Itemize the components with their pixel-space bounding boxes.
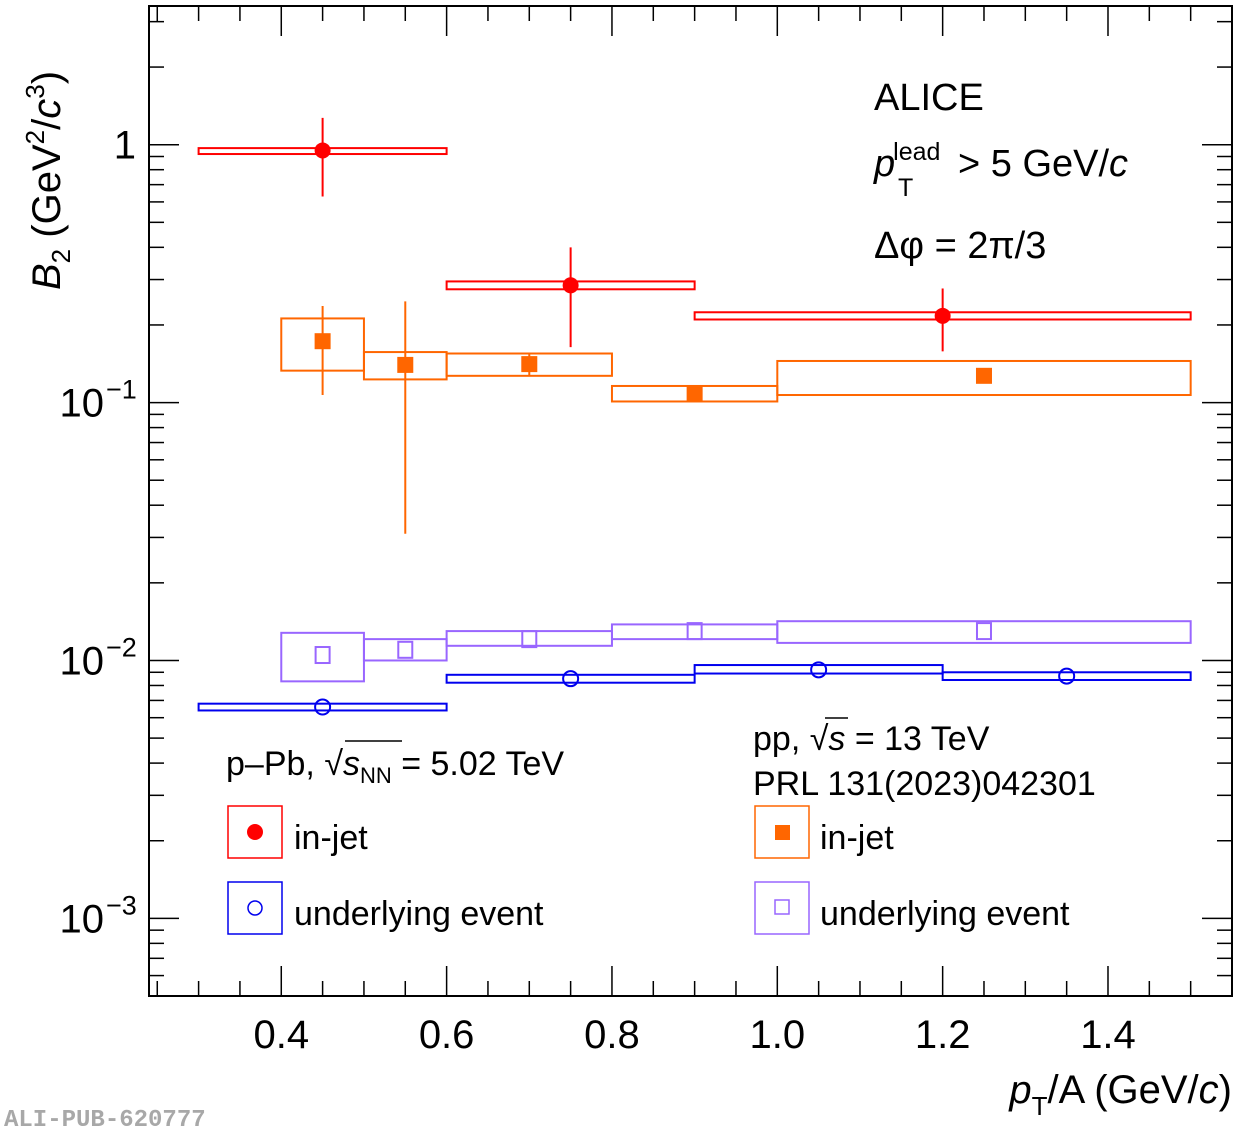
experiment-label: ALICE [874,77,984,119]
legend-ppb-ue-marker [247,900,263,916]
legend-ppb: p–Pb, √sNN = 5.02 TeV in-jet underlying … [226,740,564,935]
series-pp-underlying-event [280,620,1192,683]
legend-ppb-header: p–Pb, √sNN = 5.02 TeV [226,745,564,788]
x-tick-label: 1.4 [1080,1013,1136,1057]
data-point [314,646,331,665]
x-axis-label: pT/A (GeV/c) [1008,1068,1232,1121]
legend-pp-reference: PRL 131(2023)042301 [753,765,1096,803]
data-point [397,640,414,659]
x-tick-label: 1.2 [915,1013,971,1057]
x-tick-label: 0.6 [419,1013,475,1057]
legend-pp-injet-label: in-jet [820,819,894,857]
x-tick-label: 0.4 [253,1013,309,1057]
data-point [1058,667,1076,685]
data-point [562,277,579,294]
systematic-box [362,638,448,662]
y-axis-label: B2 (GeV2/c3) [20,71,76,290]
systematic-box [776,620,1192,644]
legend-ppb-ue-box [227,881,283,935]
legend-pp-ue-label: underlying event [820,895,1070,933]
data-point [314,142,331,159]
systematic-box [197,702,448,712]
pt-lead-cut-label: plead [873,138,940,185]
legend-ppb-injet-label: in-jet [294,819,368,857]
systematic-box [610,623,779,641]
series-p-pb-underlying-event [197,661,1192,716]
legend-ppb-ue-label: underlying event [294,895,544,933]
data-point [314,698,332,716]
legend-pp: pp, √s = 13 TeV PRL 131(2023)042301 in-j… [753,717,1096,935]
y-tick-exponent: −3 [106,890,137,920]
y-tick-exponent: −2 [106,632,137,662]
data-point [686,622,703,641]
legend-pp-ue-box [754,881,810,935]
x-tick-label: 1.0 [750,1013,806,1057]
data-point [314,333,331,350]
legend-ppb-injet-marker [247,824,263,840]
data-point [686,385,703,402]
data-point [562,670,580,688]
data-point [975,367,992,384]
legend-ppb-injet-box [227,805,283,859]
figure-id-watermark: ALI-PUB-620777 [4,1107,206,1133]
data-point [397,356,414,373]
y-tick-label: 10 [60,382,105,426]
x-tick-label: 0.8 [584,1013,640,1057]
plot-marks [197,117,1192,716]
series-p-pb-in-jet [197,117,1192,352]
y-tick-label: 10 [60,639,105,683]
y-tick-label: 1 [114,124,136,168]
series-pp-in-jet [280,301,1192,534]
legend-pp-injet-marker [775,825,790,840]
pt-lead-cut-rest: > 5 GeV/c [958,143,1128,185]
pt-lead-sub: T [898,174,913,202]
data-point [521,630,538,649]
y-tick-label: 10 [60,897,105,941]
data-point [521,356,538,373]
data-point [934,307,951,324]
systematic-box [941,671,1192,682]
systematic-box [776,359,1192,397]
systematic-box [445,630,613,647]
systematic-box [693,664,944,675]
legend-pp-injet-box [754,805,810,859]
plot-frame [148,5,1233,997]
legend-pp-header: pp, √s = 13 TeV [753,720,990,758]
delta-phi-label: Δφ = 2π/3 [874,225,1046,267]
y-tick-exponent: −1 [106,375,137,405]
systematic-box [445,673,696,684]
data-point [975,622,992,641]
data-point [810,661,828,679]
legend-pp-ue-marker [774,899,790,915]
systematic-box [280,631,365,683]
